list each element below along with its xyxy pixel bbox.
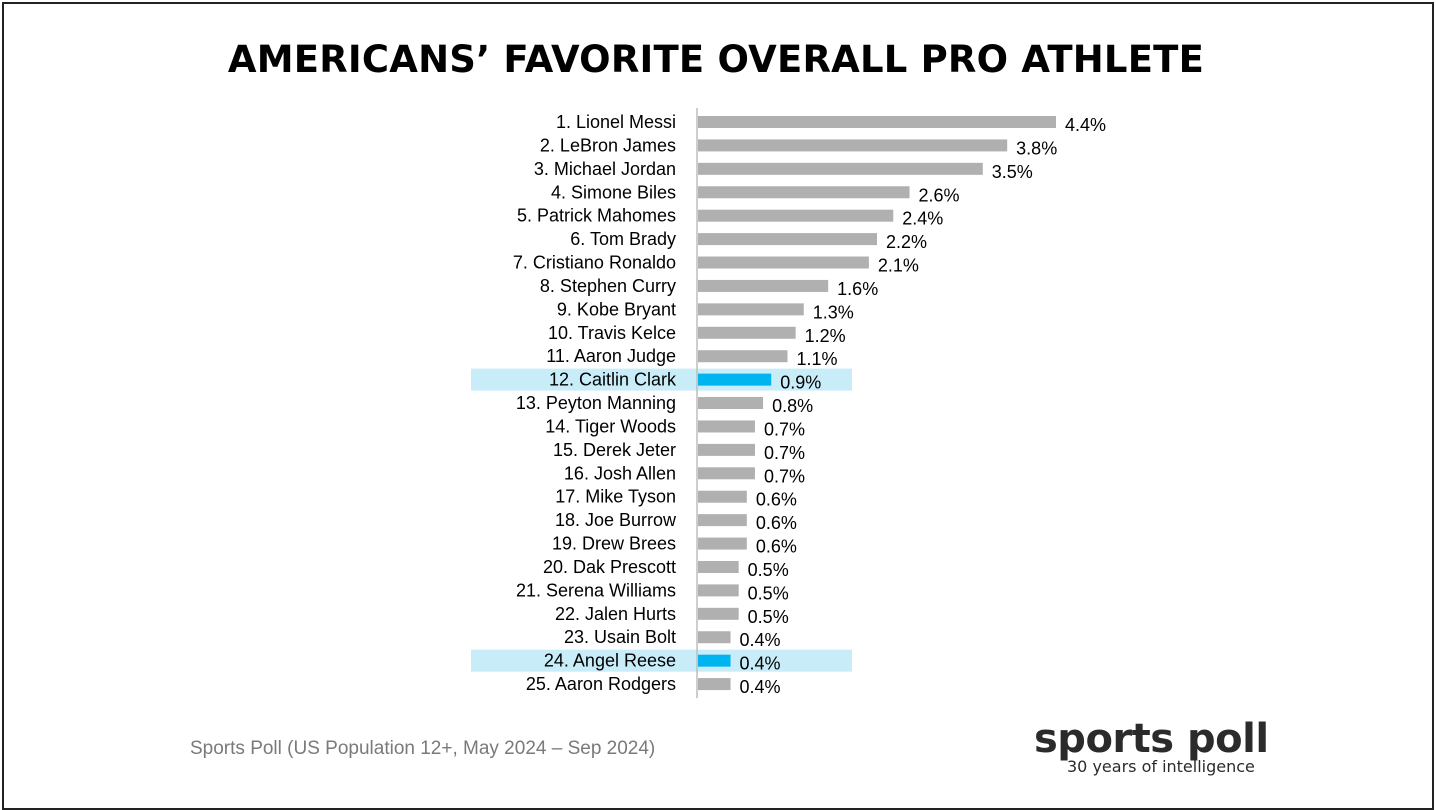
category-label: 10. Travis Kelce: [548, 323, 676, 343]
bar: [698, 607, 739, 620]
bar: [698, 443, 755, 456]
data-label: 1.3%: [813, 302, 854, 322]
bar: [698, 514, 747, 527]
bar: [698, 209, 894, 222]
bar: [698, 350, 788, 363]
bar: [698, 162, 983, 175]
category-label: 12. Caitlin Clark: [549, 370, 677, 390]
bar: [698, 678, 731, 691]
data-label: 0.5%: [748, 583, 789, 603]
bar: [698, 139, 1008, 152]
sports-poll-logo: sports poll: [1034, 716, 1269, 762]
bar: [698, 420, 755, 433]
category-label: 1. Lionel Messi: [556, 112, 676, 132]
bar: [698, 560, 739, 573]
category-label: 18. Joe Burrow: [555, 510, 677, 530]
data-label: 0.4%: [740, 654, 781, 674]
category-label: 3. Michael Jordan: [534, 159, 676, 179]
category-label: 8. Stephen Curry: [540, 276, 676, 296]
category-label: 5. Patrick Mahomes: [517, 206, 676, 226]
category-label: 9. Kobe Bryant: [557, 299, 676, 319]
bar: [698, 186, 910, 199]
data-label: 4.4%: [1065, 115, 1106, 135]
bar: [698, 537, 747, 550]
category-label: 4. Simone Biles: [551, 182, 676, 202]
category-label: 23. Usain Bolt: [564, 627, 676, 647]
category-label: 13. Peyton Manning: [516, 393, 676, 413]
category-label: 16. Josh Allen: [564, 463, 676, 483]
highlight-band: [471, 649, 852, 672]
bar: [698, 116, 1056, 128]
data-label: 0.7%: [764, 466, 805, 486]
data-label: 0.7%: [764, 443, 805, 463]
category-label: 25. Aaron Rodgers: [526, 674, 676, 694]
category-label: 2. LeBron James: [540, 135, 676, 155]
category-label: 15. Derek Jeter: [553, 440, 676, 460]
data-label: 0.5%: [748, 560, 789, 580]
data-label: 2.4%: [902, 209, 943, 229]
bar: [698, 373, 772, 386]
bar: [698, 233, 877, 246]
data-label: 2.2%: [886, 232, 927, 252]
bar: [698, 631, 731, 644]
data-label: 1.2%: [805, 326, 846, 346]
data-label: 0.9%: [780, 373, 821, 393]
data-label: 0.5%: [748, 607, 789, 627]
category-label: 17. Mike Tyson: [555, 487, 676, 507]
bar: [698, 326, 796, 339]
bar: [698, 303, 804, 316]
data-label: 0.6%: [756, 513, 797, 533]
category-label: 24. Angel Reese: [544, 651, 676, 671]
data-label: 1.6%: [837, 279, 878, 299]
data-label: 0.6%: [756, 490, 797, 510]
data-label: 2.6%: [919, 185, 960, 205]
category-label: 7. Cristiano Ronaldo: [513, 253, 676, 273]
data-label: 3.5%: [992, 162, 1033, 182]
category-label: 6. Tom Brady: [570, 229, 676, 249]
bar: [698, 584, 739, 597]
source-note: Sports Poll (US Population 12+, May 2024…: [190, 738, 656, 759]
data-label: 2.1%: [878, 256, 919, 276]
data-label: 0.8%: [772, 396, 813, 416]
logo-tagline: 30 years of intelligence: [1067, 757, 1255, 776]
category-label: 20. Dak Prescott: [543, 557, 676, 577]
bar: [698, 467, 755, 480]
category-label: 22. Jalen Hurts: [555, 604, 676, 624]
category-label: 19. Drew Brees: [552, 534, 676, 554]
bar: [698, 397, 764, 410]
data-label: 0.4%: [740, 630, 781, 650]
category-label: 11. Aaron Judge: [546, 346, 676, 366]
chart-title: AMERICANS’ FAVORITE OVERALL PRO ATHLETE: [227, 38, 1205, 81]
data-label: 1.1%: [797, 349, 838, 369]
data-label: 0.6%: [756, 537, 797, 557]
category-label: 21. Serena Williams: [516, 580, 676, 600]
data-label: 3.8%: [1016, 138, 1057, 158]
data-label: 0.7%: [764, 419, 805, 439]
category-label: 14. Tiger Woods: [545, 416, 676, 436]
bar: [698, 490, 747, 503]
bar: [698, 279, 829, 292]
bar: [698, 256, 869, 269]
bar: [698, 654, 731, 667]
data-label: 0.4%: [740, 677, 781, 697]
